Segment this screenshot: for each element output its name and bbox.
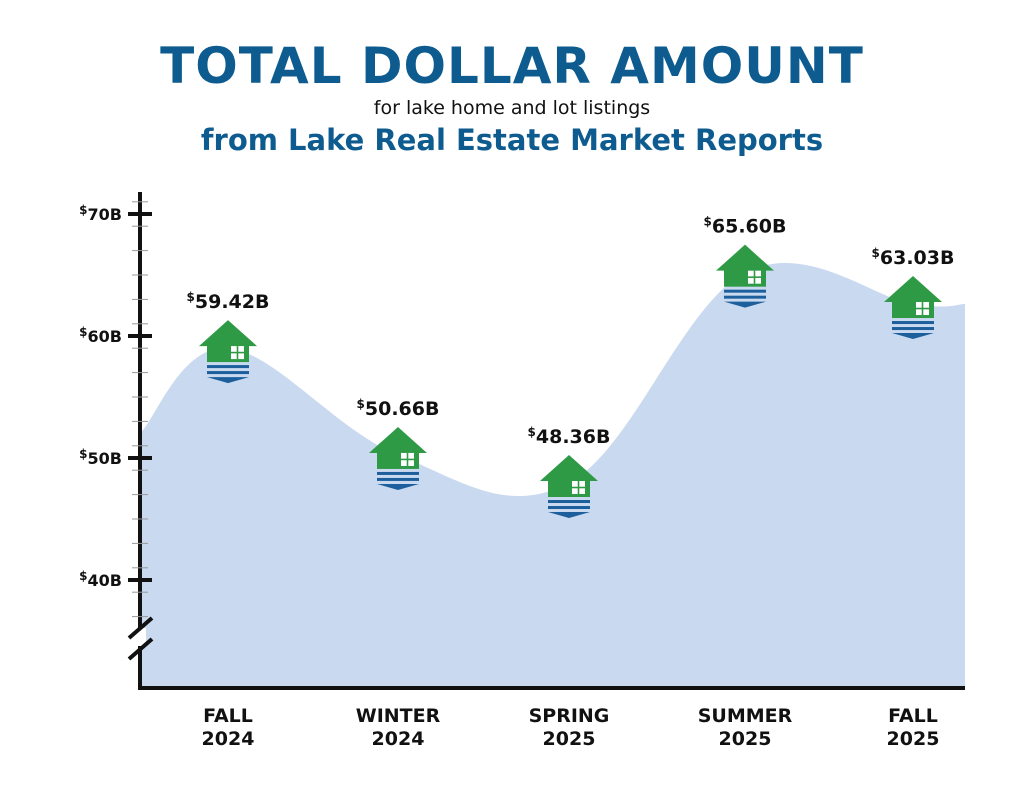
y-tick-label: $50B [79, 447, 122, 468]
water-line [548, 506, 590, 510]
water-line [892, 321, 934, 325]
water-line [892, 327, 934, 331]
house-roof [716, 244, 774, 271]
chart-title: TOTAL DOLLAR AMOUNT [160, 37, 864, 95]
water-point [207, 377, 249, 384]
x-tick-label: SPRING 2025 [529, 705, 610, 750]
x-tick-label: FALL 2024 [202, 705, 255, 750]
label-layer: $59.42B $50.66B $48.36B $65.60B $63.03B [187, 215, 955, 448]
axis-break-mark [127, 616, 154, 640]
chart-subtitle: for lake home and lot listings [373, 97, 651, 119]
marker-layer [199, 244, 942, 519]
data-label: $48.36B [528, 425, 611, 448]
area-layer [140, 262, 965, 688]
y-tick-label: $60B [79, 325, 122, 346]
data-label: $63.03B [872, 246, 955, 269]
water-point [892, 333, 934, 340]
y-tick-label: $40B [79, 569, 122, 590]
x-tick-label: SUMMER 2025 [698, 705, 793, 750]
water-line [377, 477, 419, 481]
water-line [207, 365, 249, 369]
y-tick-label: $70B [79, 203, 122, 224]
lake-house-icon [540, 455, 598, 519]
water-line [377, 471, 419, 475]
area-fill [140, 262, 965, 688]
water-line [724, 295, 766, 299]
water-line [548, 500, 590, 504]
axis-layer: $40B $50B $60B $70B FALL 2024 WINTER 2024 SPRING… [79, 192, 965, 750]
water-line [207, 371, 249, 375]
data-label: $65.60B [704, 215, 787, 238]
water-line [724, 289, 766, 293]
x-tick-label: FALL 2025 [887, 705, 940, 750]
water-point [724, 301, 766, 308]
lake-house-icon [884, 276, 942, 340]
house-roof [540, 455, 598, 482]
x-tick-label: WINTER 2024 [356, 705, 441, 750]
data-label: $59.42B [187, 290, 270, 313]
axis-break-mark [127, 637, 154, 661]
water-point [548, 512, 590, 519]
house-roof [199, 320, 257, 347]
data-label: $50.66B [357, 397, 440, 420]
house-roof [884, 276, 942, 303]
water-point [377, 483, 419, 490]
house-roof [369, 426, 427, 453]
chart-source-subtitle: from Lake Real Estate Market Reports [200, 123, 824, 157]
lake-house-icon [199, 320, 257, 384]
lake-house-icon [716, 244, 774, 308]
lake-house-icon [369, 426, 427, 490]
